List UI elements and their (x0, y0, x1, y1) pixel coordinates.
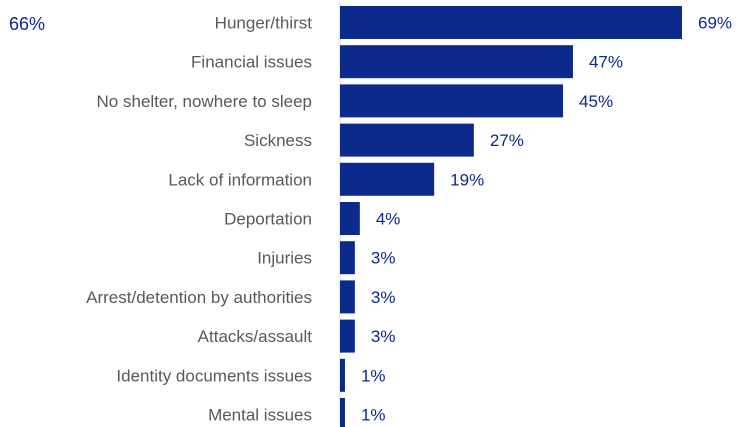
category-label: Mental issues (208, 406, 312, 425)
value-label: 45% (579, 92, 613, 111)
value-label: 1% (361, 406, 386, 425)
category-label: Injuries (257, 249, 312, 268)
bar-3 (340, 123, 474, 157)
category-label: Arrest/detention by authorities (86, 288, 312, 307)
value-label: 47% (589, 53, 623, 72)
category-label: No shelter, nowhere to sleep (97, 92, 312, 111)
category-label: Identity documents issues (116, 366, 312, 385)
category-label: Hunger/thirst (215, 14, 313, 33)
category-label: Financial issues (191, 53, 312, 72)
value-label: 19% (450, 170, 484, 189)
category-label: Attacks/assault (198, 327, 313, 346)
bar-6 (340, 241, 355, 275)
bar-1 (340, 45, 573, 79)
bar-9 (340, 358, 345, 392)
category-label: Sickness (244, 131, 312, 150)
bar-7 (340, 280, 355, 314)
bar-10 (340, 398, 345, 427)
value-label: 4% (376, 210, 401, 229)
value-label: 1% (361, 366, 386, 385)
bar-5 (340, 202, 360, 235)
bar-0 (340, 6, 682, 39)
bar-8 (340, 319, 355, 353)
bar-4 (340, 162, 435, 196)
category-label: Deportation (224, 210, 312, 229)
corner-percentage-label: 66% (9, 14, 46, 34)
value-label: 3% (371, 288, 396, 307)
value-label: 3% (371, 327, 396, 346)
bar-2 (340, 84, 564, 118)
value-label: 69% (698, 14, 732, 33)
value-label: 27% (490, 131, 524, 150)
category-label: Lack of information (168, 170, 312, 189)
value-label: 3% (371, 249, 396, 268)
